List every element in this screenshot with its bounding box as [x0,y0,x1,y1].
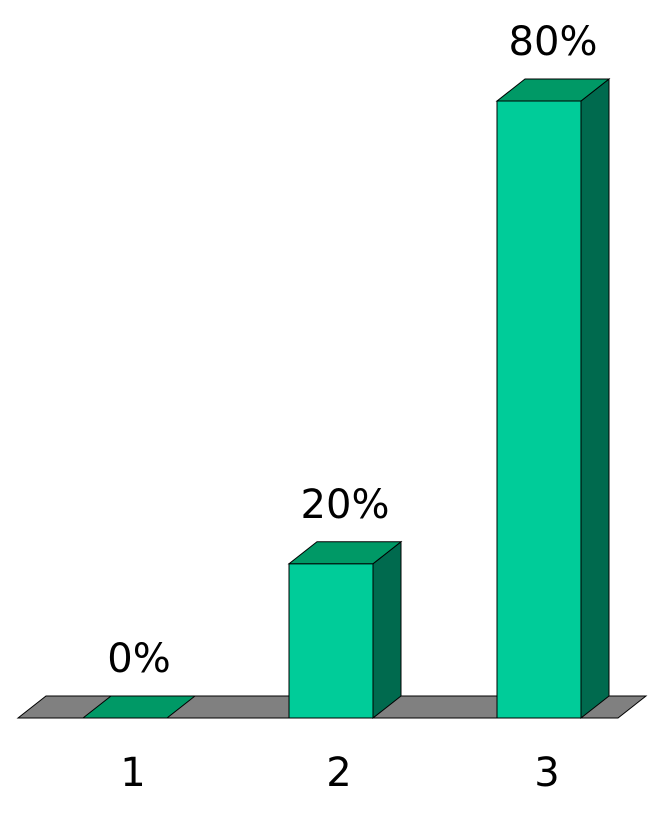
data-label: 0% [107,636,170,682]
bar-top-face [287,541,403,565]
x-tick-label: 2 [326,750,351,796]
chart-bars [81,77,611,720]
data-label: 80% [509,19,598,65]
bar-top-face [81,695,197,719]
bar-top-face [495,78,611,102]
bar-3 [495,77,611,720]
bar-1 [81,695,197,719]
bar-front-face [496,100,582,719]
x-tick-label: 1 [120,750,145,796]
bar-side-face [580,77,610,720]
data-label: 20% [301,482,390,528]
bar-side-face [372,540,402,720]
bar-front-face [288,563,374,719]
bar-2 [287,540,403,720]
x-tick-label: 3 [534,750,559,796]
chart-labels: 0% 1 20% 2 80% 3 [107,19,597,796]
